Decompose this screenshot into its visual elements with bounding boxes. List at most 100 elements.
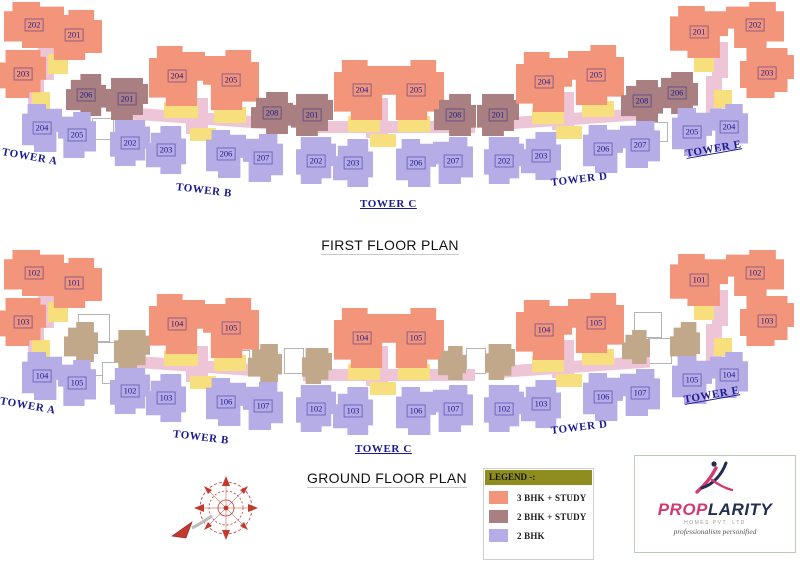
unit-205: 205 <box>388 60 444 120</box>
legend-item: 2 BHK <box>489 529 588 542</box>
unit-201: 201 <box>670 6 728 58</box>
tower-label-tower-c: TOWER C <box>360 198 417 210</box>
unit-105: 105 <box>568 293 624 353</box>
unit-202: 202 <box>484 137 524 184</box>
unit-105: 105 <box>388 308 444 368</box>
unit-204: 204 <box>22 104 62 152</box>
unit-106: 106 <box>583 373 623 421</box>
unit-label: 103 <box>13 315 33 329</box>
unit-201: 201 <box>291 94 333 136</box>
unit-label: 204 <box>719 120 739 134</box>
unit-label: 107 <box>630 385 650 400</box>
link-block-yellow <box>532 108 564 124</box>
legend-swatch <box>489 529 508 542</box>
unit-label: 105 <box>682 373 702 387</box>
link-block-yellow <box>214 107 246 123</box>
unit-label: 103 <box>343 404 363 418</box>
link-block-yellow <box>190 128 216 141</box>
link-block-yellow <box>348 364 380 380</box>
unit-208: 208 <box>434 94 476 136</box>
legend-item-label: 2 BHK <box>517 530 545 541</box>
unit-206: 206 <box>396 139 436 187</box>
unit-label: 208 <box>632 94 652 108</box>
unit-label: 202 <box>120 136 140 150</box>
unit-102: 102 <box>110 368 150 414</box>
unit-104: 104 <box>22 352 62 400</box>
unit-label: 208 <box>445 108 465 122</box>
logo-tagline: professionalism personified <box>673 527 757 536</box>
unit-206: 206 <box>583 125 623 173</box>
tower-label-tower-c: TOWER C <box>355 443 412 455</box>
service-block-tan <box>670 322 700 362</box>
unit-label: 103 <box>156 391 176 405</box>
unit-105: 105 <box>203 298 259 358</box>
unit-label: 202 <box>24 18 44 32</box>
link-block-yellow <box>190 376 216 389</box>
plan-title-first-floor-text: FIRST FLOOR PLAN <box>321 237 459 255</box>
link-block-yellow <box>348 116 380 132</box>
unit-label: 102 <box>24 266 44 280</box>
unit-label: 205 <box>67 128 87 142</box>
unit-104: 104 <box>334 308 390 368</box>
unit-label: 205 <box>406 83 426 97</box>
unit-201: 201 <box>46 10 102 60</box>
link-block-yellow <box>370 382 396 395</box>
link-block-yellow <box>532 356 564 372</box>
unit-label: 204 <box>167 69 187 83</box>
unit-101: 101 <box>670 254 728 306</box>
unit-label: 206 <box>406 156 426 170</box>
unit-103: 103 <box>0 298 46 346</box>
unit-label: 104 <box>534 323 554 337</box>
unit-201: 201 <box>106 78 148 120</box>
unit-label: 202 <box>306 153 326 168</box>
unit-205: 205 <box>203 50 259 110</box>
unit-label: 106 <box>406 404 426 418</box>
legend-title: LEGEND -: <box>485 470 592 485</box>
unit-label: 203 <box>156 143 176 157</box>
unit-107: 107 <box>433 385 473 432</box>
unit-202: 202 <box>296 137 336 184</box>
unit-206: 206 <box>656 72 698 114</box>
unit-104: 104 <box>516 300 572 360</box>
unit-label: 207 <box>443 153 463 168</box>
unit-label: 206 <box>76 88 96 102</box>
unit-label: 102 <box>306 401 326 416</box>
unit-label: 207 <box>630 137 650 152</box>
unit-label: 107 <box>253 399 273 413</box>
legend-item: 3 BHK + STUDY <box>489 491 588 504</box>
unit-label: 207 <box>253 151 273 165</box>
unit-label: 104 <box>352 331 372 345</box>
unit-label: 104 <box>167 317 187 331</box>
legend-item: 2 BHK + STUDY <box>489 510 588 523</box>
unit-206: 206 <box>206 130 246 178</box>
unit-103: 103 <box>333 387 373 435</box>
unit-207: 207 <box>433 137 473 184</box>
service-block-tan <box>622 330 650 364</box>
plan-title-first-floor: FIRST FLOOR PLAN <box>315 237 465 255</box>
legend: LEGEND -: 3 BHK + STUDY 2 BHK + STUDY 2 BH… <box>483 468 594 560</box>
unit-label: 105 <box>67 376 87 390</box>
unit-label: 201 <box>117 92 137 106</box>
unit-102: 102 <box>296 385 336 432</box>
link-block-yellow <box>370 134 396 147</box>
logo-wordmark-prop: PROP <box>657 500 708 519</box>
unit-label: 204 <box>32 121 52 135</box>
unit-103: 103 <box>521 380 561 428</box>
service-block-tan <box>64 322 98 362</box>
unit-label: 102 <box>745 266 765 280</box>
unit-107: 107 <box>243 382 283 430</box>
unit-107: 107 <box>620 369 660 416</box>
link-block-yellow <box>398 116 430 132</box>
unit-label: 201 <box>689 25 709 39</box>
unit-104: 104 <box>710 352 748 398</box>
unit-205: 205 <box>58 112 96 158</box>
unit-label: 201 <box>488 108 508 122</box>
link-block-pink <box>303 369 475 381</box>
link-block-yellow <box>164 102 198 118</box>
unit-label: 105 <box>586 316 606 330</box>
unit-207: 207 <box>243 134 283 182</box>
unit-label: 206 <box>667 86 687 100</box>
unit-label: 203 <box>343 156 363 170</box>
